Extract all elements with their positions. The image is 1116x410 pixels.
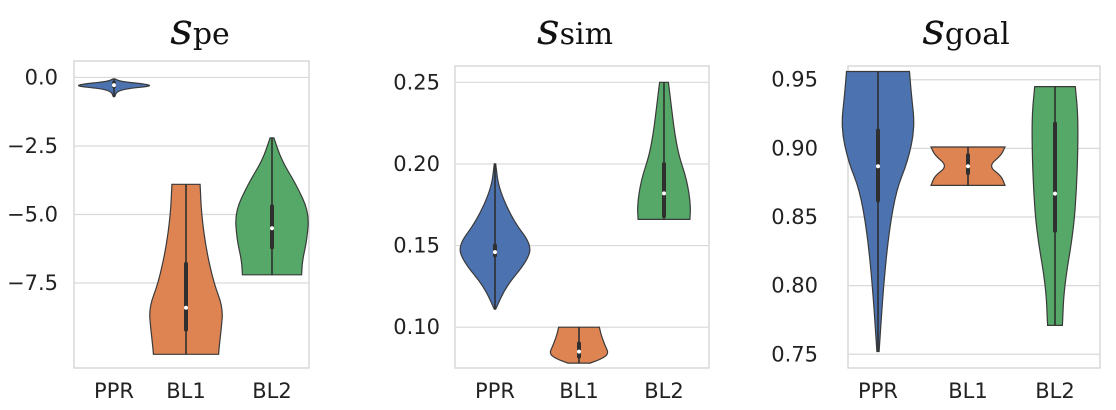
panel-title-base: s	[922, 4, 945, 55]
y-tick-label: −2.5	[7, 134, 58, 158]
y-tick-label: −7.5	[7, 271, 58, 295]
violin-median-dot	[876, 164, 880, 169]
x-category-label: PPR	[475, 379, 515, 403]
x-category-label: PPR	[858, 379, 898, 403]
y-tick-label: 0.0	[25, 65, 58, 89]
panel-title: sgoal	[922, 4, 1009, 55]
violin-median-dot	[662, 191, 666, 196]
x-category-label: BL1	[559, 379, 598, 403]
violin-median-dot	[184, 305, 188, 310]
violin-median-dot	[1053, 191, 1057, 196]
panel-title-subscript: sim	[560, 17, 613, 52]
x-category-label: BL2	[644, 379, 683, 403]
y-tick-label: 0.20	[393, 152, 440, 176]
x-category-label: BL2	[1035, 379, 1074, 403]
y-tick-label: 0.80	[771, 274, 818, 298]
panel-title-base: s	[170, 4, 193, 55]
y-tick-label: 0.10	[393, 315, 440, 339]
plot-area-frame	[454, 65, 710, 369]
x-category-label: PPR	[94, 379, 134, 403]
panel-title-base: s	[537, 4, 560, 55]
violin-median-dot	[493, 250, 497, 255]
violin-panel-goal: 0.95 0.90 0.85 0.80 0.75 sgoal PPR BL1 BL2	[771, 4, 1101, 403]
y-tick-label: 0.25	[393, 70, 440, 94]
y-tick-label: 0.90	[771, 136, 818, 160]
y-tick-label: 0.15	[393, 234, 440, 258]
panel-title: spe	[170, 4, 230, 55]
x-category-label: BL2	[252, 379, 291, 403]
y-tick-label: 0.85	[771, 205, 818, 229]
violin-panel-pe: 0.0−2.5−5.0−7.510.0spePPRBL1BL2	[7, 4, 310, 403]
y-tick-label: 0.95	[771, 68, 818, 92]
violin-median-dot	[577, 349, 581, 354]
violin-panel-sim: 0.25 0.20 0.15 0.10 ssim PPR BL1 BL2	[393, 4, 710, 403]
x-category-label: BL1	[948, 379, 987, 403]
x-category-label: BL1	[166, 379, 205, 403]
violin-median-dot	[112, 83, 116, 88]
panel-title: ssim	[537, 4, 613, 55]
y-tick-label: −5.0	[7, 203, 58, 227]
y-tick-label: 0.75	[771, 342, 818, 366]
violin-median-dot	[270, 226, 274, 231]
violin-median-dot	[966, 164, 970, 169]
panel-title-subscript: goal	[945, 17, 1010, 52]
panel-title-subscript: pe	[193, 17, 230, 52]
